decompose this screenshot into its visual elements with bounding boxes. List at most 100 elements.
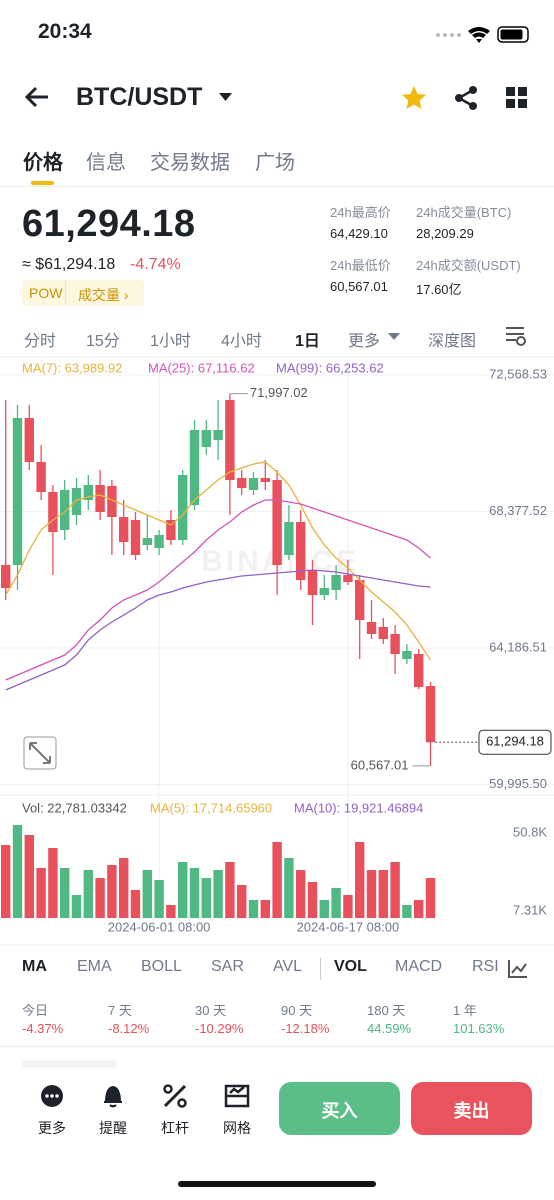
volume-bar xyxy=(378,869,388,918)
indicator[interactable]: MA xyxy=(22,958,47,975)
action-label[interactable]: 提醒 xyxy=(99,1120,127,1136)
indicator-settings[interactable] xyxy=(506,958,530,980)
volume-bar xyxy=(1,844,11,918)
volume-bar xyxy=(189,868,200,918)
volume-bar xyxy=(12,824,23,918)
interval[interactable]: 15分 xyxy=(86,333,120,350)
stat-label: 24h成交量(BTC) xyxy=(416,205,512,220)
candle-body xyxy=(272,480,282,565)
tab[interactable]: 广场 xyxy=(255,152,295,174)
low-label: 60,567.01 xyxy=(351,757,409,772)
action-label[interactable]: 网格 xyxy=(223,1120,251,1136)
interval-caret xyxy=(388,333,400,340)
candle-body xyxy=(355,580,365,620)
candle-body xyxy=(225,400,235,480)
tag-box[interactable] xyxy=(22,280,144,306)
drag-hint xyxy=(22,1060,116,1068)
tab[interactable]: 交易数据 xyxy=(150,152,230,174)
volume-bar xyxy=(95,878,105,918)
share-button[interactable] xyxy=(452,84,480,112)
volume-bar xyxy=(390,862,400,918)
volume-bar xyxy=(260,899,270,918)
volume-bar xyxy=(178,862,188,918)
interval[interactable]: 深度图 xyxy=(428,333,477,350)
perf-value: -8.12% xyxy=(108,1021,150,1036)
perf-label: 1 年 xyxy=(453,1003,477,1018)
status-icons xyxy=(436,26,529,43)
stat-value: 60,567.01 xyxy=(330,279,388,294)
indicator-divider xyxy=(320,958,321,980)
indicator[interactable]: MACD xyxy=(395,958,443,975)
y-tick-label: 64,186.51 xyxy=(489,639,547,654)
volume-bar xyxy=(142,869,152,918)
ma-legend: MA(7): 63,989.92 xyxy=(22,360,122,375)
action-label[interactable]: 杠杆 xyxy=(161,1120,189,1136)
tab[interactable]: 信息 xyxy=(86,152,126,174)
candle-body xyxy=(1,564,11,589)
ma-line xyxy=(5,569,431,691)
sell-label: 卖出 xyxy=(453,1101,490,1121)
tab[interactable]: 价格 xyxy=(23,152,63,174)
tag: POW xyxy=(29,285,63,301)
candle-body xyxy=(119,517,129,542)
stat-value: 28,209.29 xyxy=(416,226,474,241)
volume-bar xyxy=(119,858,129,918)
candle-body xyxy=(189,430,200,506)
candle-body xyxy=(248,478,259,490)
divider xyxy=(0,1046,554,1047)
candle-body xyxy=(425,686,436,743)
last-price: 61,294.18 xyxy=(22,203,196,245)
volume-bar xyxy=(48,848,58,918)
layout-button[interactable] xyxy=(505,86,529,110)
interval[interactable]: 更多 xyxy=(348,333,381,350)
perf-value: 44.59% xyxy=(367,1021,412,1036)
candle-body xyxy=(154,534,164,548)
buy-button[interactable] xyxy=(279,1082,400,1135)
volume-bar xyxy=(414,899,424,918)
indicator[interactable]: AVL xyxy=(273,958,303,975)
indicator[interactable]: SAR xyxy=(211,958,244,975)
indicator[interactable]: EMA xyxy=(77,958,112,975)
indicator[interactable]: VOL xyxy=(334,958,367,975)
perf-label: 30 天 xyxy=(195,1003,227,1018)
candle-body xyxy=(260,478,270,482)
stat-label: 24h成交额(USDT) xyxy=(416,258,521,273)
volume-bar xyxy=(166,904,176,918)
candle-body xyxy=(178,475,188,540)
interval[interactable]: 1日 xyxy=(295,333,320,350)
candle-body xyxy=(213,430,223,440)
candle-body xyxy=(166,520,176,540)
symbol-caret[interactable] xyxy=(218,91,234,103)
volume-bar xyxy=(36,868,46,918)
volume-bar xyxy=(296,869,306,918)
last-price-box xyxy=(478,729,552,755)
candle-body xyxy=(95,485,105,513)
volume-bar xyxy=(107,864,117,918)
candle-body xyxy=(296,522,306,580)
volume-bar xyxy=(225,862,235,918)
indicator[interactable]: RSI xyxy=(472,958,499,975)
symbol[interactable]: BTC/USDT xyxy=(76,83,203,111)
volume-bar xyxy=(355,842,365,918)
stat-label: 24h最低价 xyxy=(330,258,391,273)
chart-settings[interactable] xyxy=(503,324,529,348)
interval[interactable]: 1小时 xyxy=(150,333,191,350)
vol-legend: Vol: 22,781.03342 xyxy=(22,800,127,815)
interval[interactable]: 分时 xyxy=(24,333,57,350)
tag: 成交量 › xyxy=(78,287,129,303)
sell-button[interactable] xyxy=(411,1082,532,1135)
candle-body xyxy=(414,654,424,688)
favorite-star[interactable] xyxy=(400,84,428,112)
vol-legend: MA(5): 17,714.65960 xyxy=(150,800,272,815)
interval[interactable]: 4小时 xyxy=(221,333,262,350)
candle-body xyxy=(130,520,141,555)
action-label[interactable]: 更多 xyxy=(38,1120,66,1136)
indicator[interactable]: BOLL xyxy=(141,958,182,975)
vol-tick-label: 7.31K xyxy=(513,902,547,917)
candle-body xyxy=(36,461,46,492)
candle-body xyxy=(378,627,388,640)
back-button[interactable] xyxy=(22,84,52,110)
status-time: 20:34 xyxy=(38,20,92,43)
candle-body xyxy=(201,430,211,448)
